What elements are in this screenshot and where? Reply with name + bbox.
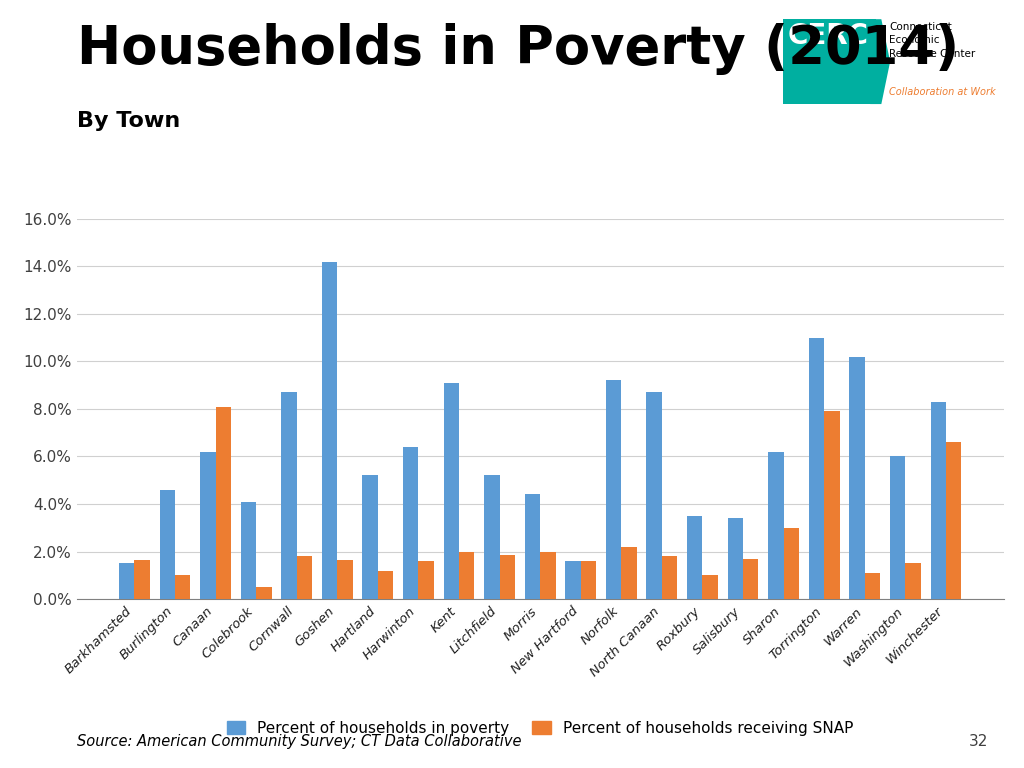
- Text: Collaboration at Work: Collaboration at Work: [889, 87, 995, 97]
- Bar: [768, 452, 783, 599]
- Bar: [728, 518, 743, 599]
- Bar: [134, 560, 150, 599]
- Bar: [297, 556, 312, 599]
- Text: By Town: By Town: [77, 111, 180, 131]
- Bar: [119, 564, 134, 599]
- Bar: [890, 456, 905, 599]
- Bar: [783, 19, 876, 104]
- Bar: [581, 561, 596, 599]
- Bar: [905, 564, 921, 599]
- Bar: [524, 495, 541, 599]
- Bar: [160, 490, 175, 599]
- Bar: [849, 356, 865, 599]
- Bar: [500, 555, 515, 599]
- Bar: [646, 392, 662, 599]
- Bar: [702, 575, 718, 599]
- Text: Connecticut
Economic
Resource Center: Connecticut Economic Resource Center: [889, 22, 975, 58]
- Text: Households in Poverty (2014): Households in Poverty (2014): [77, 23, 958, 75]
- Text: 32: 32: [969, 733, 988, 749]
- Bar: [419, 561, 434, 599]
- Bar: [662, 556, 677, 599]
- Bar: [403, 447, 419, 599]
- Bar: [606, 380, 622, 599]
- Bar: [256, 588, 271, 599]
- FancyArrow shape: [870, 19, 890, 104]
- Bar: [541, 551, 556, 599]
- Bar: [783, 528, 799, 599]
- Bar: [322, 262, 337, 599]
- Bar: [362, 475, 378, 599]
- Bar: [459, 551, 474, 599]
- Bar: [443, 382, 459, 599]
- Bar: [687, 516, 702, 599]
- Bar: [337, 560, 352, 599]
- Bar: [809, 338, 824, 599]
- Bar: [622, 547, 637, 599]
- Bar: [175, 575, 190, 599]
- Bar: [200, 452, 215, 599]
- Bar: [484, 475, 500, 599]
- Bar: [946, 442, 962, 599]
- Bar: [865, 573, 881, 599]
- Bar: [215, 406, 231, 599]
- Legend: Percent of households in poverty, Percent of households receiving SNAP: Percent of households in poverty, Percen…: [227, 720, 853, 736]
- Bar: [931, 402, 946, 599]
- Bar: [378, 571, 393, 599]
- Bar: [565, 561, 581, 599]
- Bar: [241, 502, 256, 599]
- Bar: [743, 558, 759, 599]
- Bar: [282, 392, 297, 599]
- Text: CERC: CERC: [787, 22, 868, 50]
- Bar: [824, 412, 840, 599]
- Text: Source: American Community Survey; CT Data Collaborative: Source: American Community Survey; CT Da…: [77, 733, 521, 749]
